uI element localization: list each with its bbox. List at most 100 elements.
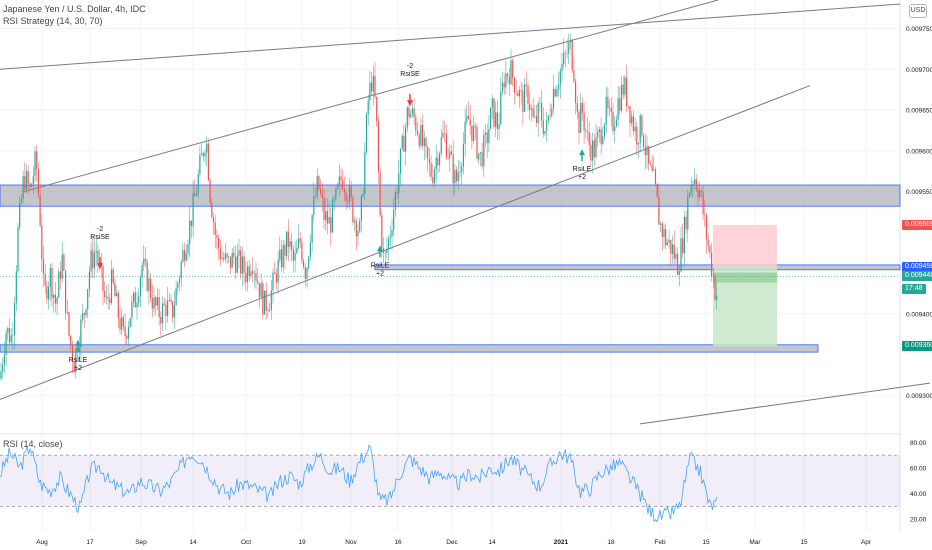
candle-body — [661, 223, 663, 237]
candle-body — [156, 297, 158, 306]
candle-body — [150, 278, 152, 299]
candle-body — [631, 116, 633, 124]
candle-body — [252, 271, 254, 274]
candle-body — [615, 119, 617, 127]
candle-body — [138, 296, 140, 303]
candle-body — [646, 146, 648, 156]
candle-body — [56, 297, 58, 304]
time-tick-label: 19 — [298, 539, 306, 546]
candle-body — [178, 278, 181, 284]
candle-body — [561, 64, 563, 71]
candle-body — [15, 271, 17, 304]
candle-body — [654, 169, 657, 185]
signal-label: RsiSE — [90, 234, 110, 241]
candle-body — [371, 82, 373, 92]
symbol-legend[interactable]: Japanese Yen / U.S. Dollar, 4h, IDC — [3, 4, 146, 14]
candle-body — [286, 231, 288, 257]
candle-body — [321, 193, 323, 199]
study-legend[interactable]: RSI Strategy (14, 30, 70) — [3, 16, 103, 26]
candle-body — [240, 250, 242, 274]
trend-line — [23, 0, 719, 193]
signal-qty: +2 — [376, 270, 384, 277]
candle-body — [663, 229, 665, 237]
candle-body — [73, 361, 75, 373]
signal-arrow-icon — [579, 149, 585, 156]
candle-body — [260, 283, 262, 298]
candle-body — [374, 75, 376, 97]
currency-button[interactable]: USD — [909, 4, 927, 18]
candle-body — [70, 335, 72, 346]
candle-body — [586, 131, 589, 133]
candle-body — [379, 171, 381, 216]
time-tick-label: Nov — [345, 539, 357, 546]
candle-body — [535, 116, 538, 123]
time-tick-label: 14 — [488, 539, 496, 546]
candle-body — [340, 176, 342, 181]
time-axis[interactable]: Aug 17 Sep 14 Oct 19 Nov 16 Dec 14 2021 18 Feb 15 Mar 1… — [36, 539, 872, 546]
candle-body — [496, 112, 498, 129]
short-position-tool[interactable] — [0, 224, 900, 347]
candle-body — [398, 173, 400, 194]
candle-body — [360, 196, 362, 221]
candle-body — [95, 251, 97, 253]
candle-body — [581, 103, 583, 113]
candle-body — [365, 114, 368, 152]
candle-body — [299, 238, 301, 243]
candle-body — [350, 186, 352, 198]
candle-body — [490, 107, 492, 129]
candle-body — [105, 296, 107, 298]
candle-body — [671, 244, 674, 254]
candle-body — [78, 347, 80, 353]
candle-body — [25, 171, 28, 190]
candle-body — [338, 176, 340, 185]
candle-body — [517, 93, 519, 97]
candle-body — [564, 52, 566, 54]
candle-body — [420, 125, 422, 146]
candle-body — [444, 133, 446, 134]
candle-body — [337, 184, 339, 189]
candle-body — [61, 254, 63, 279]
candle-body — [670, 239, 672, 254]
candle-body — [641, 115, 643, 136]
horizontal-zones[interactable] — [0, 184, 901, 353]
time-tick-label: 15 — [702, 539, 710, 546]
candle-body — [399, 148, 402, 174]
candle-body — [428, 158, 430, 164]
candle-body — [709, 246, 711, 253]
candle-body — [467, 115, 470, 120]
signal-arrow-icon — [377, 245, 383, 252]
candle-body — [342, 180, 344, 189]
candle-body — [112, 269, 114, 283]
candle-body — [369, 82, 371, 101]
candle-body — [59, 271, 62, 279]
candle-body — [345, 192, 347, 201]
candle-body — [539, 102, 541, 104]
candle-body — [143, 258, 145, 266]
signal-qty: +2 — [578, 174, 586, 181]
candle-body — [580, 103, 582, 133]
signal-label: RsiSE — [400, 71, 420, 78]
candle-body — [167, 300, 169, 317]
candle-body — [165, 304, 167, 317]
candle-body — [405, 127, 407, 152]
candle-body — [495, 112, 497, 127]
candle-body — [388, 238, 390, 250]
candle-body — [335, 188, 337, 199]
trend-line — [0, 3, 901, 70]
candle-body — [175, 288, 177, 306]
trend-lines[interactable] — [0, 0, 931, 425]
time-tick-label: 18 — [607, 539, 615, 546]
candle-body — [588, 132, 590, 145]
candle-body — [110, 269, 113, 303]
candle-body — [566, 53, 568, 54]
candle-body — [634, 126, 636, 132]
candle-body — [386, 249, 388, 253]
candle-body — [609, 107, 611, 109]
candle-body — [648, 146, 650, 164]
time-tick-label: Mar — [749, 539, 761, 546]
candle-body — [488, 128, 490, 144]
candle-body — [316, 176, 318, 197]
price-axis[interactable]: 0.009750 0.009700 0.009650 0.009600 0.009550… — [906, 26, 932, 524]
rsi-legend[interactable]: RSI (14, close) — [3, 439, 63, 449]
